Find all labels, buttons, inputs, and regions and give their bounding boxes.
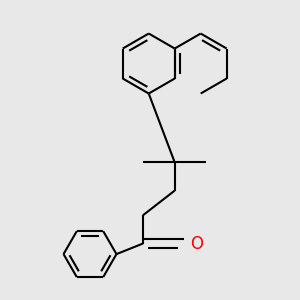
Text: O: O <box>190 235 204 253</box>
